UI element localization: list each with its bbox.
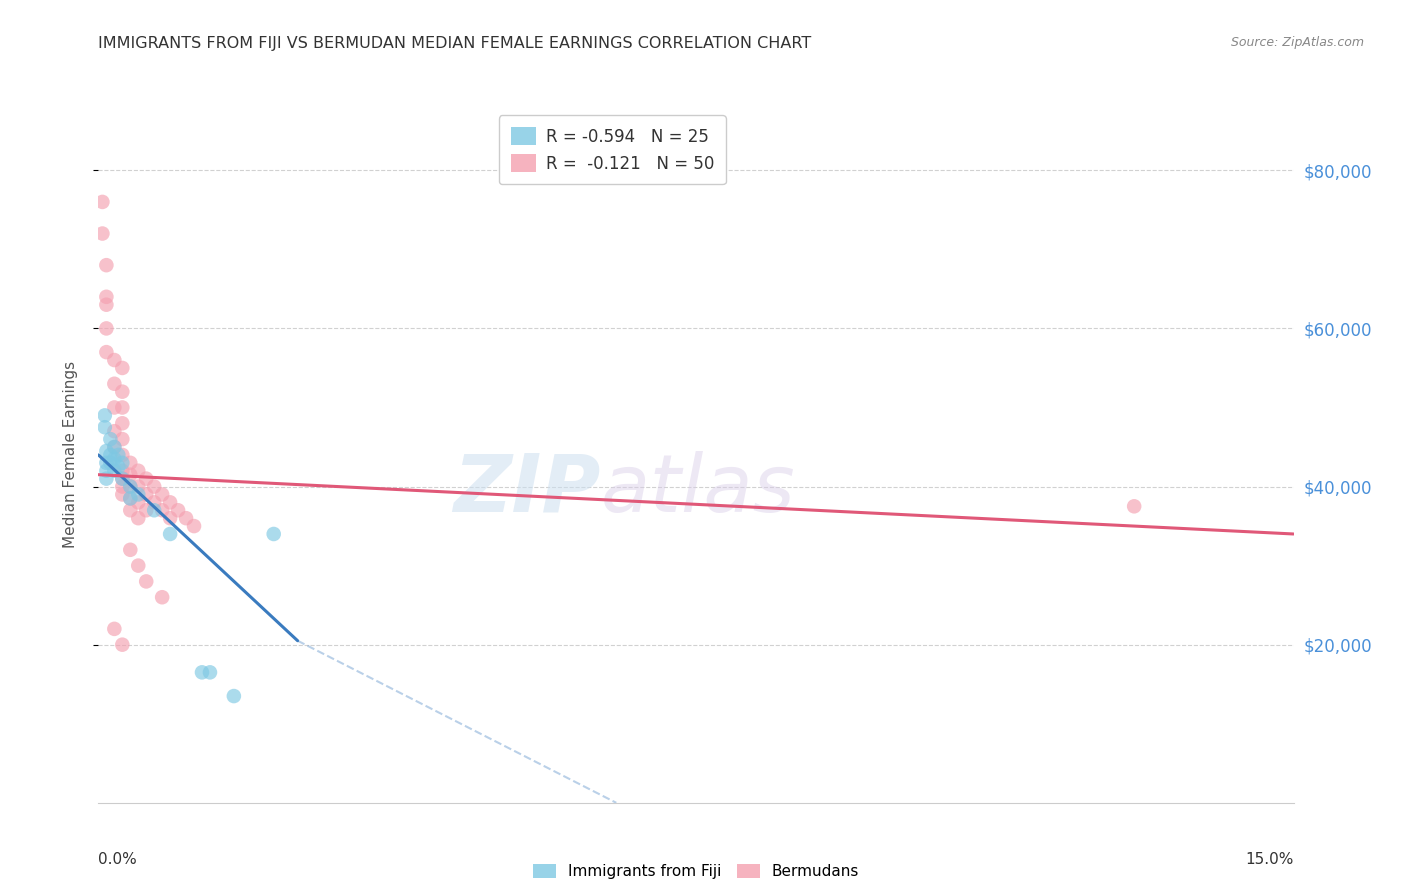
Point xyxy=(120,491,142,506)
Point xyxy=(103,424,125,438)
Point xyxy=(135,574,157,589)
Point xyxy=(96,456,118,470)
Point xyxy=(103,464,125,478)
Point xyxy=(96,258,118,272)
Point xyxy=(127,479,149,493)
Text: Source: ZipAtlas.com: Source: ZipAtlas.com xyxy=(1230,36,1364,49)
Point xyxy=(111,638,134,652)
Point xyxy=(222,689,245,703)
Point xyxy=(111,464,134,478)
Point xyxy=(143,479,166,493)
Point xyxy=(111,417,134,431)
Point xyxy=(96,321,118,335)
Point xyxy=(111,432,134,446)
Point xyxy=(191,665,214,680)
Point xyxy=(94,420,117,434)
Point xyxy=(107,459,129,474)
Point xyxy=(127,558,149,573)
Point xyxy=(159,527,181,541)
Point xyxy=(103,440,125,454)
Point xyxy=(127,511,149,525)
Text: 0.0%: 0.0% xyxy=(98,852,138,866)
Point xyxy=(120,542,142,557)
Point xyxy=(103,353,125,368)
Point xyxy=(100,432,122,446)
Point xyxy=(120,467,142,482)
Point xyxy=(111,384,134,399)
Point xyxy=(100,456,122,470)
Point xyxy=(135,472,157,486)
Point xyxy=(135,487,157,501)
Y-axis label: Median Female Earnings: Median Female Earnings xyxy=(63,361,77,549)
Point xyxy=(143,495,166,509)
Point xyxy=(150,591,173,605)
Point xyxy=(159,495,181,509)
Point xyxy=(120,479,142,493)
Point xyxy=(111,361,134,376)
Point xyxy=(96,472,118,486)
Point xyxy=(150,503,173,517)
Legend: Immigrants from Fiji, Bermudans: Immigrants from Fiji, Bermudans xyxy=(527,858,865,886)
Point xyxy=(103,622,125,636)
Point xyxy=(167,503,190,517)
Point xyxy=(120,479,142,493)
Point xyxy=(127,487,149,501)
Point xyxy=(120,503,142,517)
Point xyxy=(107,448,129,462)
Point xyxy=(103,440,125,454)
Point xyxy=(96,444,118,458)
Point xyxy=(263,527,285,541)
Point xyxy=(94,409,117,423)
Point xyxy=(91,227,114,241)
Text: 15.0%: 15.0% xyxy=(1246,852,1294,866)
Point xyxy=(96,345,118,359)
Point xyxy=(198,665,221,680)
Point xyxy=(111,479,134,493)
Point xyxy=(111,448,134,462)
Point xyxy=(159,511,181,525)
Point xyxy=(103,401,125,415)
Text: IMMIGRANTS FROM FIJI VS BERMUDAN MEDIAN FEMALE EARNINGS CORRELATION CHART: IMMIGRANTS FROM FIJI VS BERMUDAN MEDIAN … xyxy=(98,36,811,51)
Point xyxy=(111,456,134,470)
Point xyxy=(120,491,142,506)
Point xyxy=(150,487,173,501)
Point xyxy=(143,503,166,517)
Point xyxy=(111,472,134,486)
Point xyxy=(127,464,149,478)
Point xyxy=(111,401,134,415)
Point xyxy=(127,495,149,509)
Point xyxy=(96,290,118,304)
Point xyxy=(183,519,205,533)
Point xyxy=(111,487,134,501)
Point xyxy=(96,464,118,478)
Point xyxy=(103,451,125,466)
Point xyxy=(103,376,125,391)
Point xyxy=(135,503,157,517)
Point xyxy=(120,456,142,470)
Point xyxy=(100,448,122,462)
Point xyxy=(96,298,118,312)
Point xyxy=(1123,500,1146,514)
Point xyxy=(111,472,134,486)
Point xyxy=(91,194,114,209)
Text: atlas: atlas xyxy=(600,450,796,529)
Point xyxy=(174,511,197,525)
Text: ZIP: ZIP xyxy=(453,450,600,529)
